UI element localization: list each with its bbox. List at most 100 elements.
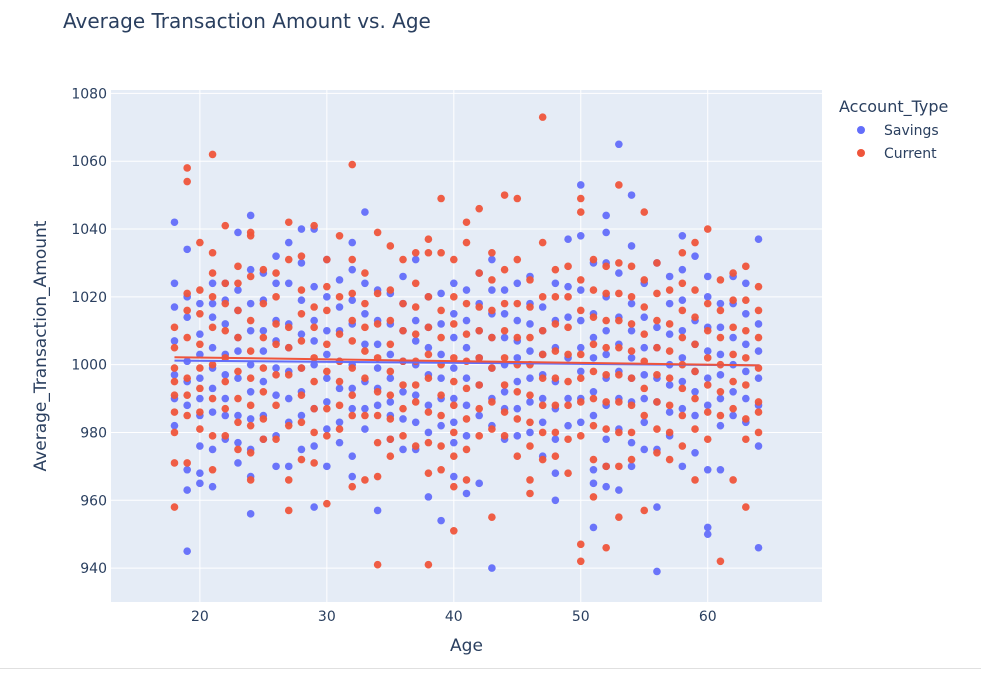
point-savings-98[interactable] bbox=[310, 442, 318, 450]
legend-item-current[interactable]: Current bbox=[857, 146, 937, 162]
point-current-364[interactable] bbox=[716, 411, 725, 420]
point-current-34[interactable] bbox=[208, 465, 217, 474]
point-current-187[interactable] bbox=[450, 401, 458, 410]
point-savings-51[interactable] bbox=[246, 211, 255, 220]
point-savings-49[interactable] bbox=[234, 438, 242, 447]
point-savings-313[interactable] bbox=[678, 265, 687, 274]
point-current-352[interactable] bbox=[703, 225, 712, 233]
point-savings-338[interactable] bbox=[716, 350, 725, 359]
point-current-36[interactable] bbox=[221, 279, 230, 288]
point-current-270[interactable] bbox=[576, 306, 585, 315]
point-current-337[interactable] bbox=[678, 279, 687, 288]
point-current-257[interactable] bbox=[551, 428, 560, 437]
point-savings-39[interactable] bbox=[221, 394, 230, 403]
point-current-356[interactable] bbox=[703, 381, 712, 389]
point-current-314[interactable] bbox=[640, 276, 649, 284]
point-current-221[interactable] bbox=[500, 354, 509, 362]
point-current-343[interactable] bbox=[678, 442, 687, 450]
point-savings-57[interactable] bbox=[246, 415, 255, 423]
legend-item-savings[interactable]: Savings bbox=[857, 123, 939, 139]
legend[interactable]: Account_Type Savings Current bbox=[839, 97, 948, 162]
point-savings-33[interactable] bbox=[208, 482, 217, 491]
point-savings-181[interactable] bbox=[462, 286, 471, 294]
point-current-379[interactable] bbox=[742, 435, 750, 444]
point-savings-72[interactable] bbox=[272, 364, 280, 372]
point-savings-324[interactable] bbox=[691, 387, 699, 396]
point-current-266[interactable] bbox=[564, 469, 572, 477]
point-current-381[interactable] bbox=[754, 282, 763, 291]
point-savings-356[interactable] bbox=[754, 320, 763, 328]
point-current-382[interactable] bbox=[754, 306, 763, 315]
point-current-339[interactable] bbox=[678, 333, 687, 342]
point-current-371[interactable] bbox=[729, 404, 737, 413]
point-savings-309[interactable] bbox=[665, 381, 674, 389]
point-savings-30[interactable] bbox=[208, 384, 217, 393]
point-current-9[interactable] bbox=[183, 164, 191, 172]
point-savings-184[interactable] bbox=[462, 374, 471, 383]
point-current-35[interactable] bbox=[221, 221, 230, 230]
point-current-29[interactable] bbox=[208, 293, 217, 301]
point-current-160[interactable] bbox=[411, 381, 420, 389]
point-savings-294[interactable] bbox=[640, 394, 649, 403]
point-current-348[interactable] bbox=[691, 367, 699, 376]
point-savings-331[interactable] bbox=[703, 374, 712, 383]
point-savings-289[interactable] bbox=[627, 462, 636, 471]
point-current-368[interactable] bbox=[729, 323, 737, 332]
point-current-313[interactable] bbox=[640, 208, 649, 216]
point-savings-215[interactable] bbox=[513, 404, 522, 413]
point-current-119[interactable] bbox=[348, 364, 357, 372]
point-savings-244[interactable] bbox=[564, 421, 572, 430]
point-current-322[interactable] bbox=[653, 289, 661, 298]
point-current-205[interactable] bbox=[475, 354, 483, 362]
point-current-115[interactable] bbox=[348, 255, 357, 264]
point-current-327[interactable] bbox=[653, 425, 661, 433]
point-savings-56[interactable] bbox=[246, 387, 255, 396]
point-current-58[interactable] bbox=[246, 421, 255, 430]
point-savings-238[interactable] bbox=[551, 496, 560, 505]
point-current-166[interactable] bbox=[424, 323, 433, 332]
point-current-251[interactable] bbox=[551, 265, 560, 274]
point-current-265[interactable] bbox=[564, 435, 572, 444]
point-current-28[interactable] bbox=[208, 269, 217, 277]
point-current-286[interactable] bbox=[602, 262, 610, 271]
point-current-156[interactable] bbox=[411, 279, 420, 288]
point-current-173[interactable] bbox=[437, 194, 445, 203]
point-current-246[interactable] bbox=[538, 350, 547, 359]
point-current-186[interactable] bbox=[450, 377, 458, 386]
point-current-271[interactable] bbox=[576, 350, 585, 359]
point-savings-60[interactable] bbox=[246, 510, 255, 518]
point-savings-220[interactable] bbox=[526, 347, 534, 355]
point-savings-168[interactable] bbox=[437, 350, 445, 359]
point-savings-194[interactable] bbox=[475, 479, 483, 488]
point-savings-19[interactable] bbox=[196, 374, 204, 383]
point-current-183[interactable] bbox=[450, 293, 458, 301]
point-current-38[interactable] bbox=[221, 326, 230, 335]
point-savings-361[interactable] bbox=[754, 543, 763, 552]
point-savings-255[interactable] bbox=[589, 333, 598, 342]
point-current-294[interactable] bbox=[602, 543, 610, 552]
point-current-120[interactable] bbox=[348, 391, 357, 399]
point-current-386[interactable] bbox=[754, 408, 763, 416]
point-savings-221[interactable] bbox=[526, 374, 534, 383]
point-current-184[interactable] bbox=[450, 320, 458, 328]
point-current-267[interactable] bbox=[576, 194, 585, 203]
point-current-132[interactable] bbox=[373, 320, 382, 328]
point-savings-243[interactable] bbox=[564, 394, 572, 403]
point-savings-55[interactable] bbox=[246, 360, 255, 369]
point-current-147[interactable] bbox=[386, 452, 395, 460]
point-current-68[interactable] bbox=[272, 269, 280, 277]
point-savings-316[interactable] bbox=[678, 354, 687, 362]
point-current-250[interactable] bbox=[538, 455, 547, 464]
point-current-84[interactable] bbox=[297, 286, 306, 294]
point-current-180[interactable] bbox=[437, 442, 445, 450]
point-current-10[interactable] bbox=[183, 177, 191, 186]
point-current-357[interactable] bbox=[703, 408, 712, 416]
point-current-44[interactable] bbox=[234, 279, 242, 288]
point-savings-334[interactable] bbox=[703, 523, 712, 532]
point-savings-117[interactable] bbox=[348, 296, 357, 305]
point-current-217[interactable] bbox=[500, 191, 509, 199]
point-savings-6[interactable] bbox=[170, 421, 179, 430]
point-current-46[interactable] bbox=[234, 333, 242, 342]
point-current-95[interactable] bbox=[310, 377, 318, 386]
point-savings-40[interactable] bbox=[221, 411, 230, 420]
